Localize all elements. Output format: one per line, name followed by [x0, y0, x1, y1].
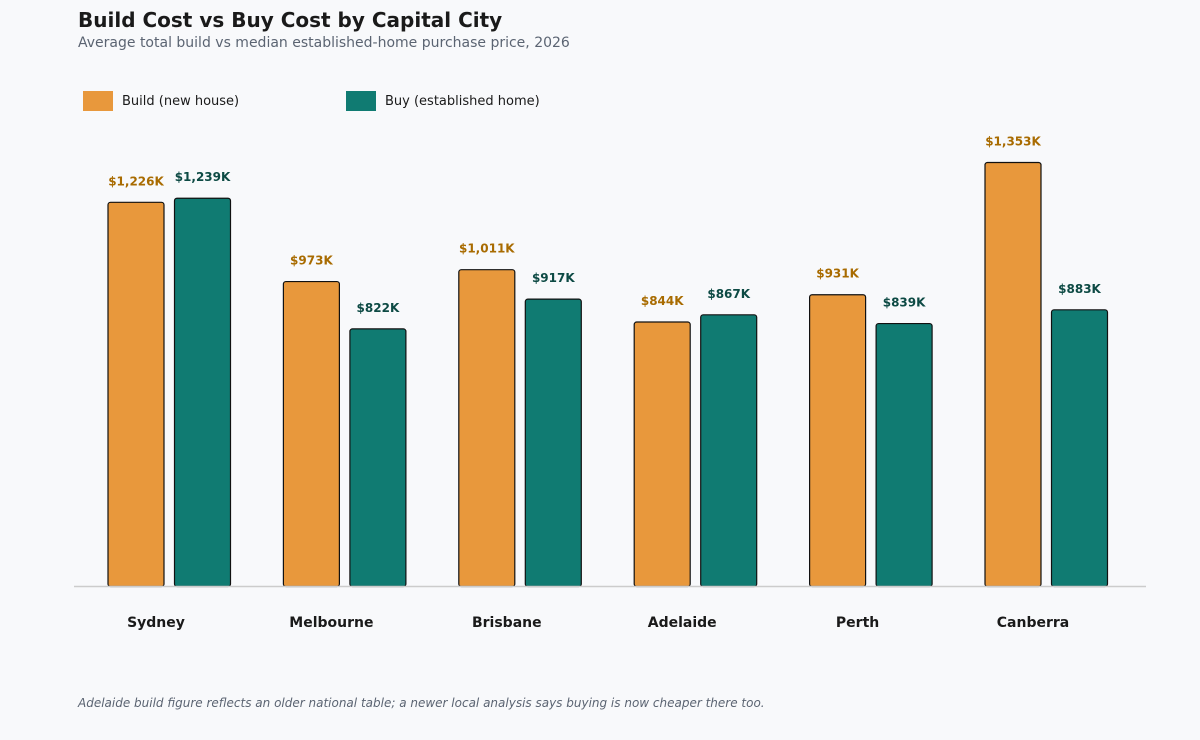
bar-build-canberra — [984, 161, 1042, 588]
data-label-build-canberra: $1,353K — [985, 135, 1041, 149]
bar-build-brisbane — [458, 269, 516, 588]
data-label-build-brisbane: $1,011K — [459, 242, 515, 256]
chart-subtitle: Average total build vs median establishe… — [78, 35, 570, 51]
legend-swatch-build — [83, 91, 113, 111]
data-label-buy-sydney: $1,239K — [175, 170, 231, 184]
bar-buy-brisbane — [524, 298, 582, 588]
chart-footnote: Adelaide build figure reflects an older … — [78, 696, 765, 710]
x-tick-label-brisbane: Brisbane — [472, 615, 542, 631]
data-label-build-perth: $931K — [816, 267, 859, 281]
chart-title: Build Cost vs Buy Cost by Capital City — [78, 8, 503, 32]
data-label-build-adelaide: $844K — [641, 294, 684, 308]
legend-label-buy: Buy (established home) — [385, 93, 540, 109]
bar-build-adelaide — [633, 321, 691, 588]
data-label-build-melbourne: $973K — [290, 254, 333, 268]
bar-build-melbourne — [282, 280, 340, 588]
bar-build-sydney — [107, 201, 165, 588]
data-label-buy-adelaide: $867K — [707, 287, 750, 301]
data-label-buy-melbourne: $822K — [357, 301, 400, 315]
bar-buy-sydney — [173, 197, 232, 588]
bar-buy-melbourne — [349, 328, 407, 588]
bar-buy-canberra — [1050, 309, 1109, 588]
x-tick-label-perth: Perth — [836, 615, 879, 631]
x-tick-label-adelaide: Adelaide — [648, 615, 717, 631]
x-tick-label-sydney: Sydney — [127, 615, 185, 631]
data-label-buy-canberra: $883K — [1058, 282, 1101, 296]
legend-item-buy: Buy (established home) — [346, 91, 540, 111]
legend-swatch-buy — [346, 91, 376, 111]
data-label-buy-brisbane: $917K — [532, 271, 575, 285]
bar-buy-perth — [875, 322, 933, 588]
bar-build-perth — [808, 294, 867, 588]
data-label-build-sydney: $1,226K — [108, 174, 164, 188]
legend-label-build: Build (new house) — [122, 93, 240, 109]
data-label-buy-perth: $839K — [883, 296, 926, 310]
legend-item-build: Build (new house) — [83, 91, 239, 111]
x-tick-label-canberra: Canberra — [997, 615, 1069, 631]
bar-buy-adelaide — [700, 314, 758, 588]
x-tick-label-melbourne: Melbourne — [289, 615, 373, 631]
